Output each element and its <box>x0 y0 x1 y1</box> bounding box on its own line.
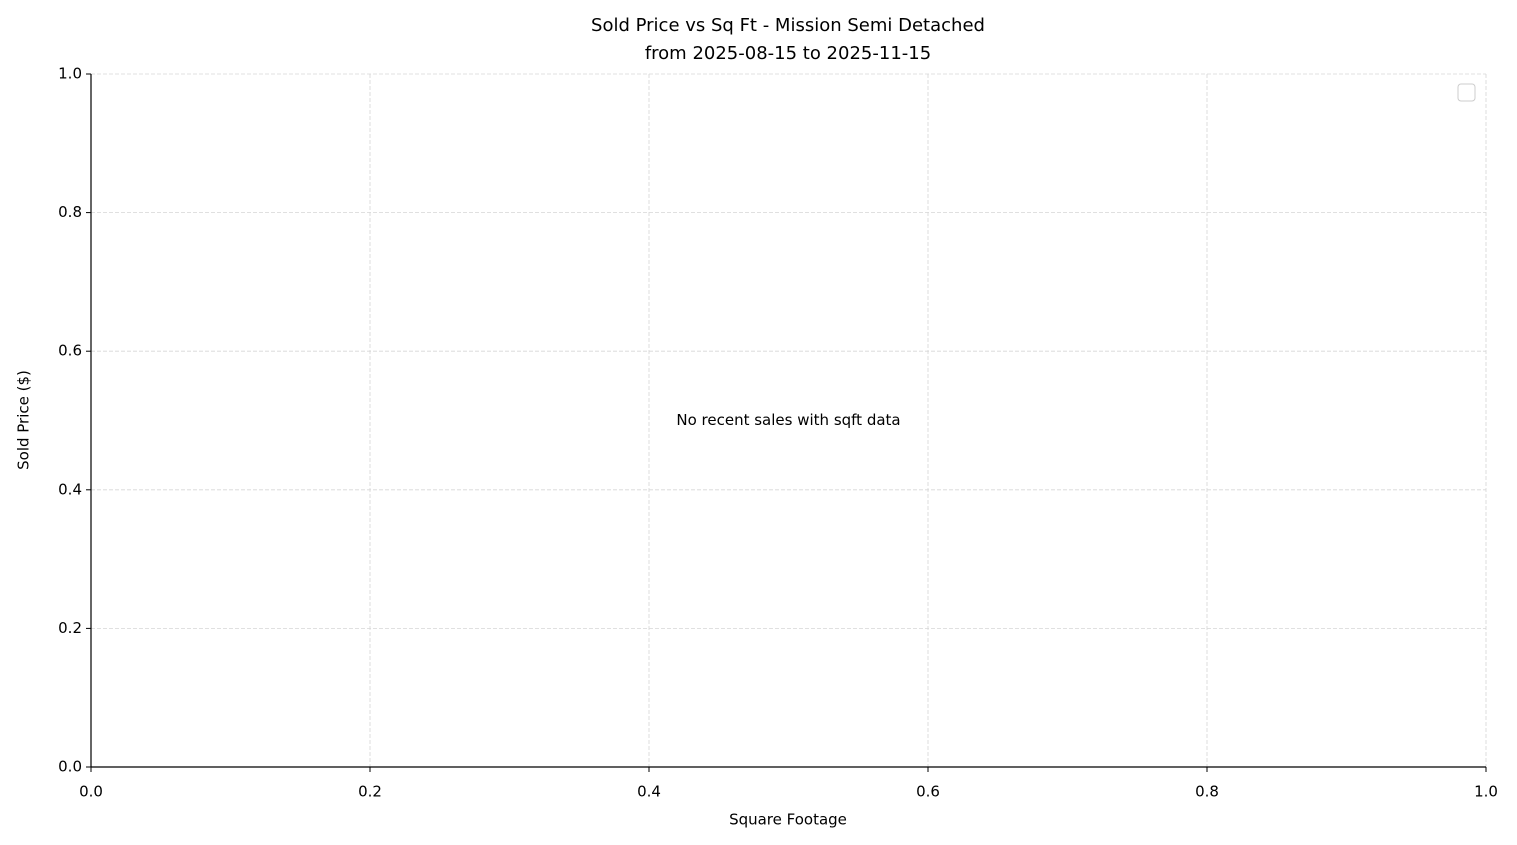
x-axis-label: Square Footage <box>729 811 847 829</box>
x-tick-label: 0.6 <box>916 783 940 801</box>
x-tick-label: 0.2 <box>358 783 382 801</box>
y-tick-label: 0.4 <box>58 480 82 498</box>
y-tick-label: 1.0 <box>58 65 82 83</box>
y-tick-label: 0.6 <box>58 342 82 360</box>
legend <box>1457 83 1476 102</box>
y-tick-label: 0.8 <box>58 203 82 221</box>
x-tick-label: 0.8 <box>1195 783 1219 801</box>
chart-title: Sold Price vs Sq Ft - Mission Semi Detac… <box>591 15 985 36</box>
y-tick-label: 0.0 <box>58 758 82 776</box>
x-tick-label: 1.0 <box>1474 783 1498 801</box>
x-tick-label: 0.0 <box>79 783 103 801</box>
annotation: No recent sales with sqft data <box>676 411 900 429</box>
x-tick-label: 0.4 <box>637 783 661 801</box>
y-tick-label: 0.2 <box>58 619 82 637</box>
y-axis-label: Sold Price ($) <box>15 370 33 470</box>
chart-subtitle: from 2025-08-15 to 2025-11-15 <box>645 43 931 64</box>
